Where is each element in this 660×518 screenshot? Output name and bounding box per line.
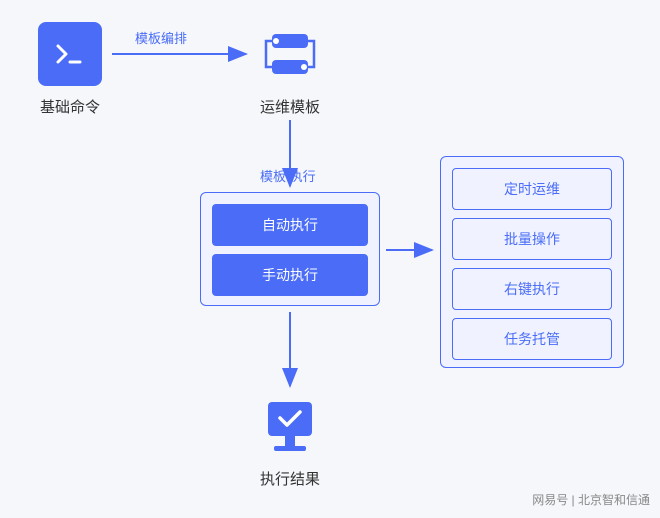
batch-ops-box: 批量操作 [452,218,612,260]
exec-result-icon [258,396,322,460]
ops-template-icon [258,22,322,86]
rightclick-exec-box: 右键执行 [452,268,612,310]
auto-exec-box: 自动执行 [212,204,368,246]
exec-result-label: 执行结果 [230,468,350,489]
basic-command-icon [38,22,102,86]
ops-template-label: 运维模板 [230,96,350,117]
edge-arrange-label: 模板编排 [135,28,187,47]
watermark: 网易号 | 北京智和信通 [532,491,650,508]
task-hosting-box: 任务托管 [452,318,612,360]
manual-exec-box: 手动执行 [212,254,368,296]
edge-execute-label: 模板 执行 [260,166,316,185]
scheduled-ops-box: 定时运维 [452,168,612,210]
basic-command-label: 基础命令 [10,96,130,117]
